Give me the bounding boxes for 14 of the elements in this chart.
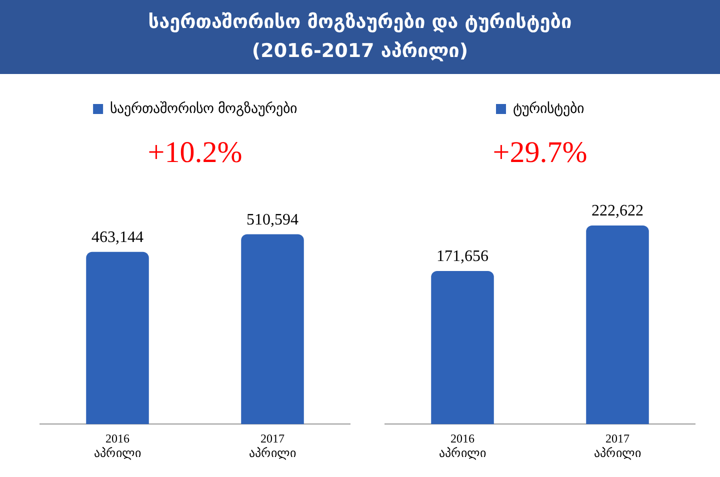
- data-label: 222,622: [592, 202, 644, 220]
- legend-label: საერთაშორისო მოგზაურები: [110, 100, 297, 117]
- x-tick-label: 2016 აპრილი: [94, 432, 141, 460]
- chart-title: საერთაშორისო მოგზაურები და ტურისტები: [147, 10, 573, 35]
- legend-label: ტურისტები: [513, 100, 584, 117]
- x-tick-label: 2016 აპრილი: [439, 432, 486, 460]
- text: +29.7%: [492, 136, 588, 170]
- x-tick-label: 2017 აპრილი: [594, 432, 641, 460]
- data-label: 171,656: [436, 248, 488, 266]
- data-label: 463,144: [92, 229, 144, 246]
- x-tick-label: 2017 აპრილი: [249, 432, 296, 460]
- chart-subtitle: (2016-2017 აპრილი): [250, 39, 470, 64]
- text: +10.2%: [146, 136, 244, 170]
- data-label: 510,594: [246, 211, 298, 228]
